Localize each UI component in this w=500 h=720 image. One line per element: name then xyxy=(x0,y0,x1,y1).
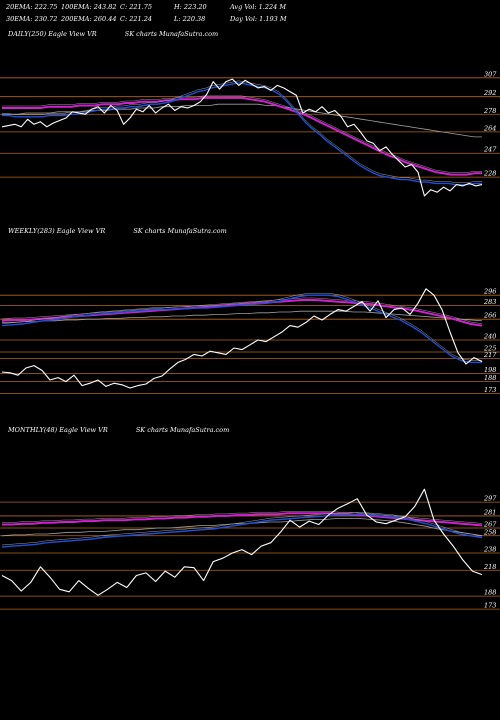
monthly-title-left: MONTHLY(48) Eagle View VR xyxy=(8,426,108,434)
level-label-188: 188 xyxy=(484,374,496,382)
ema-short-line xyxy=(1,294,482,364)
ema-long-line-band xyxy=(2,511,483,524)
low-label: L: 220.38 xyxy=(174,15,206,23)
ema-short-line-band xyxy=(1,511,483,546)
close-label-2: C: 221.24 xyxy=(120,15,152,23)
level-label-173: 173 xyxy=(484,386,496,394)
level-label-258: 258 xyxy=(483,528,496,536)
ema100-label: 100EMA: 243.82 xyxy=(61,3,117,11)
ema20-label: 20EMA: 222.75 xyxy=(6,3,58,11)
close-label: C: 221.75 xyxy=(120,3,152,11)
ema-mid-line xyxy=(2,310,483,323)
level-label-264: 264 xyxy=(483,124,496,132)
avg-vol-label: Avg Vol: 1.224 M xyxy=(230,3,287,11)
level-label-173: 173 xyxy=(484,602,496,610)
level-label-296: 296 xyxy=(483,288,496,296)
level-label-247: 247 xyxy=(483,146,497,154)
price-line xyxy=(1,288,483,389)
ema-long-line-band xyxy=(1,297,483,324)
ema30-label: 30EMA: 230.72 xyxy=(6,15,58,23)
daily-chart: 307 292 278 264 247 228 xyxy=(0,70,500,197)
daily-title-right: SK charts MunafaSutra.com xyxy=(124,30,219,38)
ema-long-line-band xyxy=(2,95,482,173)
level-label-307: 307 xyxy=(484,70,497,78)
level-label-188: 188 xyxy=(484,589,496,597)
monthly-panel-title: MONTHLY(48) Eagle View VR SK charts Muna… xyxy=(8,426,233,434)
weekly-panel-title: WEEKLY(283) Eagle View VR SK charts Muna… xyxy=(8,227,231,235)
level-label-292: 292 xyxy=(483,89,496,97)
level-label-278: 278 xyxy=(483,107,496,115)
level-label-281: 281 xyxy=(483,508,496,516)
monthly-title-right: SK charts MunafaSutra.com xyxy=(135,426,230,434)
ema-short-line-band xyxy=(2,80,482,183)
level-label-217: 217 xyxy=(483,351,497,359)
ema-long-line xyxy=(2,96,482,176)
level-label-267: 267 xyxy=(483,521,497,529)
ema-short-line-band xyxy=(1,292,482,361)
ema-mid-line xyxy=(2,103,482,138)
price-line xyxy=(1,78,483,197)
level-label-240: 240 xyxy=(483,333,496,341)
weekly-title-left: WEEKLY(283) Eagle View VR xyxy=(8,227,106,235)
level-label-228: 228 xyxy=(483,170,496,178)
ema200-label: 200EMA: 260.44 xyxy=(61,15,117,23)
high-label: H: 223.20 xyxy=(174,3,207,11)
daily-title-left: DAILY(250) Eagle View VR xyxy=(8,30,97,38)
level-label-283: 283 xyxy=(483,298,496,306)
level-label-297: 297 xyxy=(483,495,497,503)
ema-long-line xyxy=(1,299,483,327)
level-label-238: 238 xyxy=(483,546,496,554)
level-label-266: 266 xyxy=(483,312,496,320)
level-label-218: 218 xyxy=(483,563,496,571)
price-line xyxy=(1,488,483,596)
level-label-198: 198 xyxy=(484,366,496,374)
day-vol-label: Day Vol: 1.193 M xyxy=(230,15,287,23)
level-label-225: 225 xyxy=(483,345,496,353)
weekly-title-right: SK charts MunafaSutra.com xyxy=(133,227,227,235)
daily-panel-title: DAILY(250) Eagle View VR SK charts Munaf… xyxy=(8,30,222,38)
ema-mid-line xyxy=(1,518,483,537)
